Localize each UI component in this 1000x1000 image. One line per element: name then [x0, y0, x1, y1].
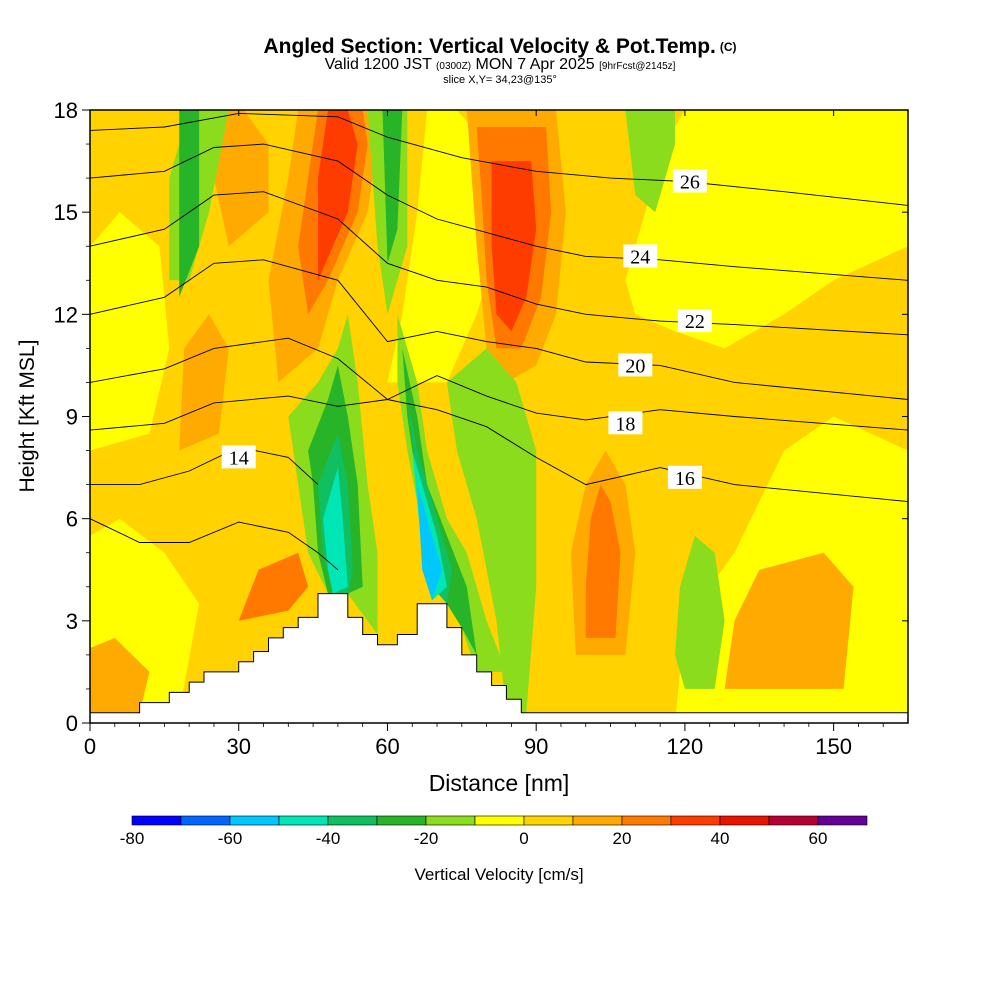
colorbar-swatch: [425, 815, 476, 826]
x-axis-label: Distance [nm]: [429, 770, 570, 796]
svg-text:24: 24: [630, 246, 650, 268]
w-region-g-right-blob: [675, 535, 725, 689]
y-axis: 0 3 6 9 12 15 18: [54, 98, 908, 736]
colorbar: -80 -60 -40 -20 0 20 40 60: [120, 815, 868, 848]
w-region-o-right-low: [724, 552, 854, 689]
y-tick-label-18: 18: [54, 98, 78, 123]
colorbar-swatch: [131, 815, 182, 826]
theta-contour-24: [90, 143, 908, 281]
colorbar-swatch: [768, 815, 819, 826]
x-tick-label-120: 120: [667, 734, 704, 759]
w-region-g-right-plume2: [402, 348, 477, 655]
x-tick-label-0: 0: [84, 734, 96, 759]
colorbar-swatch: [474, 815, 525, 826]
colorbar-swatch: [523, 815, 574, 826]
w-region-g-right-plume3: [407, 399, 452, 604]
w-region-y-center: [387, 110, 497, 383]
x-tick-label-150: 150: [815, 734, 852, 759]
svg-text:18: 18: [615, 413, 635, 435]
theta-contour-14: [90, 446, 319, 486]
svg-text:22: 22: [685, 311, 705, 333]
colorbar-tick-label: -20: [414, 829, 439, 848]
chart-title: Angled Section: Vertical Velocity & Pot.…: [0, 36, 1000, 58]
contour-label-24: 24: [623, 244, 658, 268]
w-region-g-top-right: [625, 110, 675, 213]
colorbar-swatch: [229, 815, 280, 826]
w-region-y-left-mid: [90, 212, 170, 451]
w-region-r-right-mid: [585, 484, 621, 638]
potential-temperature-contours: [90, 112, 908, 571]
colorbar-swatch: [572, 815, 623, 826]
colorbar-swatch: [278, 815, 329, 826]
y-tick-label-12: 12: [54, 302, 78, 327]
y-tick-label-3: 3: [66, 609, 78, 634]
theta-contour-18: [90, 337, 908, 431]
valid-time: Valid 1200 JST: [324, 56, 432, 73]
colorbar-tick-label: 0: [519, 829, 528, 848]
colorbar-tick-label: -60: [218, 829, 243, 848]
colorbar-swatch: [376, 815, 427, 826]
slice-info: slice X,Y= 34,23@135°: [443, 74, 557, 86]
valid-utc: (0300Z): [436, 61, 472, 72]
x-tick-label-60: 60: [375, 734, 399, 759]
x-tick-label-30: 30: [226, 734, 250, 759]
contour-label-26: 26: [672, 169, 707, 194]
w-region-o-left-bottom: [90, 637, 150, 713]
colorbar-tick-label: 40: [711, 829, 730, 848]
copyright-mark: (C): [719, 40, 737, 54]
colorbar-swatch: [180, 815, 231, 826]
colorbar-swatch: [719, 815, 770, 826]
y-tick-label-6: 6: [66, 507, 78, 532]
colorbar-label: Vertical Velocity [cm/s]: [414, 865, 583, 884]
y-tick-label-0: 0: [66, 711, 78, 736]
w-region-g-top-mid2: [382, 110, 403, 264]
terrain-profile: [89, 593, 909, 724]
title-main: Angled Section: Vertical Velocity & Pot.…: [263, 35, 716, 58]
y-axis-label: Height [Kft MSL]: [16, 340, 39, 493]
contour-label-14: 14: [221, 445, 256, 469]
svg-text:16: 16: [675, 468, 695, 490]
theta-contour-20: [90, 259, 908, 400]
w-region-rr-right-top: [491, 161, 537, 332]
theta-contour-26: [90, 112, 908, 206]
y-tick-label-9: 9: [66, 405, 78, 430]
y-tick-label-15: 15: [54, 200, 78, 225]
contour-label-16: 16: [667, 465, 702, 490]
x-axis: 0 30 60 90 120 150: [84, 110, 884, 759]
x-tick-label-90: 90: [524, 734, 548, 759]
chart-title-block: Angled Section: Vertical Velocity & Pot.…: [0, 36, 1000, 87]
w-region-o-left2: [213, 110, 269, 247]
colorbar-swatch: [670, 815, 721, 826]
colorbar-swatch: [817, 815, 868, 826]
svg-text:14: 14: [229, 447, 249, 469]
contour-label-18: 18: [608, 411, 643, 435]
w-region-g-ctr: [446, 348, 537, 713]
terrain-mountains: [89, 593, 909, 724]
valid-date: MON 7 Apr 2025: [475, 56, 595, 73]
theta-contour-12: [90, 518, 339, 571]
colorbar-tick-label: -40: [316, 829, 341, 848]
colorbar-swatch: [621, 815, 672, 826]
colorbar-tick-label: 20: [613, 829, 632, 848]
chart-subtitle: Valid 1200 JST (0300Z) MON 7 Apr 2025 [9…: [0, 56, 1000, 74]
theta-contour-16: [90, 395, 908, 503]
svg-text:20: 20: [625, 355, 645, 377]
forecast-info: [9hrFcst@2145z]: [599, 61, 676, 72]
svg-text:26: 26: [680, 172, 700, 194]
colorbar-tick-label: -80: [120, 829, 145, 848]
theta-contour-22: [90, 191, 908, 336]
contour-labels: 14 16 18 20 22 24 26: [221, 169, 712, 490]
colorbar-tick-label: 60: [809, 829, 828, 848]
w-region-b-right-plume: [417, 484, 442, 601]
w-region-o-ridge1: [238, 552, 309, 621]
contour-label-22: 22: [677, 309, 712, 333]
w-region-r-top-band2: [318, 110, 358, 281]
vertical-velocity-field: [90, 110, 908, 723]
colorbar-swatch: [327, 815, 378, 826]
contour-label-20: 20: [618, 353, 653, 377]
